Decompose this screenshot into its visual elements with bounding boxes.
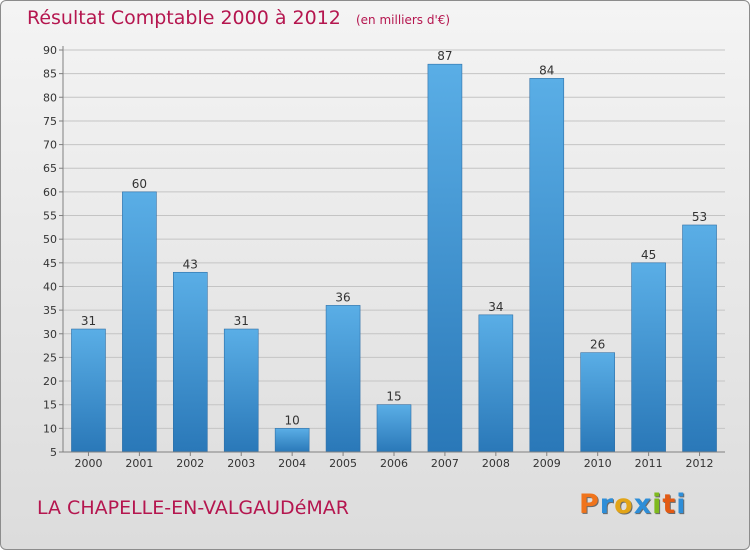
- x-tick-label: 2010: [584, 457, 612, 470]
- bar: [529, 78, 565, 453]
- y-tick-label: 5: [50, 446, 57, 459]
- data-label: 87: [437, 49, 452, 63]
- data-label: 36: [335, 290, 350, 304]
- y-tick-label: 50: [43, 233, 57, 246]
- data-label: 43: [183, 257, 198, 271]
- x-tick-label: 2006: [380, 457, 408, 470]
- x-tick-label: 2001: [125, 457, 153, 470]
- bar: [122, 191, 157, 453]
- x-tick-label: 2009: [533, 457, 561, 470]
- proxiti-logo: Proxiti: [579, 489, 687, 520]
- x-tick-label: 2003: [227, 457, 255, 470]
- logo-letter: o: [614, 489, 634, 520]
- y-axis: 5 10 15 20 25 30 35 40 45 50 55 60 65 70 75 80 85 90: [43, 44, 64, 459]
- x-tick-label: 2007: [431, 457, 459, 470]
- x-tick-label: 2008: [482, 457, 510, 470]
- logo-letter: i: [652, 489, 663, 520]
- y-tick-label: 25: [43, 351, 57, 364]
- commune-name: LA CHAPELLE-EN-VALGAUDéMAR: [37, 497, 349, 519]
- y-tick-label: 35: [43, 304, 57, 317]
- y-tick-label: 45: [43, 257, 57, 270]
- chart-title-text: Résultat Comptable 2000 à 2012: [27, 7, 341, 29]
- y-tick-label: 30: [43, 328, 57, 341]
- y-tick-label: 85: [43, 68, 57, 81]
- x-tick-label: 2002: [176, 457, 204, 470]
- bar: [325, 305, 361, 453]
- x-tick-label: 2005: [329, 457, 357, 470]
- y-tick-label: 65: [43, 162, 57, 175]
- data-label: 53: [692, 210, 707, 224]
- y-tick-label: 90: [43, 44, 57, 57]
- data-label: 15: [386, 390, 401, 404]
- chart-unit-text: (en milliers d'€): [355, 13, 451, 27]
- y-tick-label: 75: [43, 115, 57, 128]
- bar: [223, 328, 259, 453]
- logo-letter: t: [662, 489, 677, 520]
- x-tick-label: 2000: [74, 457, 102, 470]
- y-tick-label: 55: [43, 210, 57, 223]
- data-label: 60: [132, 177, 147, 191]
- logo-letter: P: [579, 489, 600, 520]
- x-tick-label: 2011: [635, 457, 663, 470]
- data-label: 31: [234, 314, 249, 328]
- bars: 31 60 43 31 10 36 15 87 34 84 26 45 53: [71, 49, 717, 453]
- bar: [173, 271, 208, 453]
- y-tick-label: 20: [43, 375, 57, 388]
- y-tick-label: 60: [43, 186, 57, 199]
- data-label: 45: [641, 248, 656, 262]
- bar: [427, 63, 463, 453]
- chart-title: Résultat Comptable 2000 à 2012 (en milli…: [27, 7, 450, 29]
- bar: [274, 428, 310, 453]
- data-label: 84: [539, 63, 554, 77]
- bar: [71, 328, 106, 453]
- data-label: 31: [81, 314, 96, 328]
- x-tick-label: 2012: [686, 457, 714, 470]
- y-tick-label: 80: [43, 91, 57, 104]
- bar: [478, 314, 514, 453]
- y-tick-label: 10: [43, 422, 57, 435]
- y-tick-label: 40: [43, 280, 57, 293]
- data-label: 10: [285, 413, 300, 427]
- bar: [580, 352, 615, 453]
- data-label: 34: [488, 300, 503, 314]
- logo-letter: x: [633, 489, 653, 520]
- bar: [376, 404, 412, 453]
- logo-letter: r: [599, 489, 615, 520]
- bar: [631, 262, 666, 453]
- logo-letter: i: [676, 489, 687, 520]
- y-tick-label: 70: [43, 139, 57, 152]
- bar: [682, 224, 717, 453]
- x-axis: 2000 2001 2002 2003 2004 2005 2006 2007 2008 2009…: [63, 451, 725, 470]
- x-tick-label: 2004: [278, 457, 306, 470]
- y-tick-label: 15: [43, 399, 57, 412]
- data-label: 26: [590, 338, 605, 352]
